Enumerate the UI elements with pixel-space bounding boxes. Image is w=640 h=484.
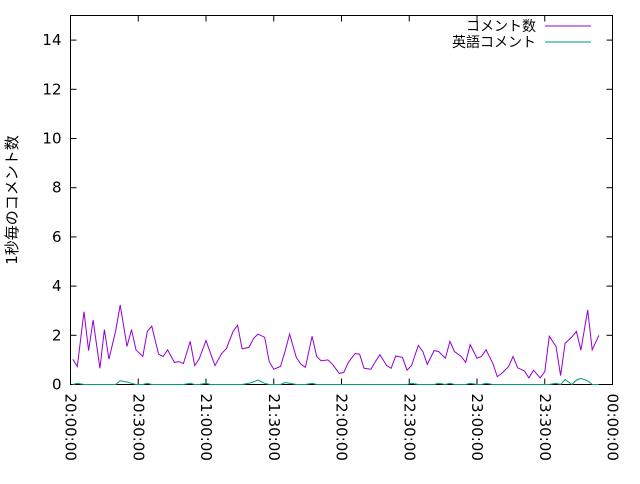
x-tick-label: 00:00:00: [604, 394, 622, 461]
y-tick-label: 10: [42, 130, 61, 148]
y-ticks: 0 2 4 6 8 10 12 14: [42, 31, 612, 393]
legend: コメント数 英語コメント: [452, 19, 591, 51]
x-tick-label: 22:00:00: [333, 394, 351, 461]
y-tick-label: 14: [42, 31, 61, 49]
y-axis-label: 1秒毎のコメント数: [3, 135, 21, 265]
y-tick-label: 8: [52, 179, 62, 197]
plot-border: [71, 16, 613, 385]
series-lines: [73, 305, 599, 385]
y-tick-label: 2: [52, 326, 62, 344]
x-tick-label: 20:30:00: [129, 394, 147, 461]
legend-label-english: 英語コメント: [452, 34, 536, 51]
series-line-0: [73, 305, 599, 378]
x-ticks: 20:00:00 20:30:00 21:00:00 21:30:00 22:00:00…: [62, 16, 622, 461]
series-line-1: [73, 378, 599, 384]
y-tick-label: 12: [42, 80, 61, 98]
y-tick-label: 0: [52, 376, 62, 394]
axes: [71, 16, 613, 385]
x-tick-label: 23:00:00: [468, 394, 486, 461]
x-tick-label: 22:30:00: [400, 394, 418, 461]
legend-label-comments: コメント数: [466, 19, 536, 35]
x-tick-label: 23:30:00: [536, 394, 554, 461]
y-tick-label: 4: [52, 277, 62, 295]
x-tick-label: 20:00:00: [62, 394, 80, 461]
y-tick-label: 6: [52, 228, 62, 246]
x-tick-label: 21:00:00: [197, 394, 215, 461]
x-tick-label: 21:30:00: [265, 394, 283, 461]
